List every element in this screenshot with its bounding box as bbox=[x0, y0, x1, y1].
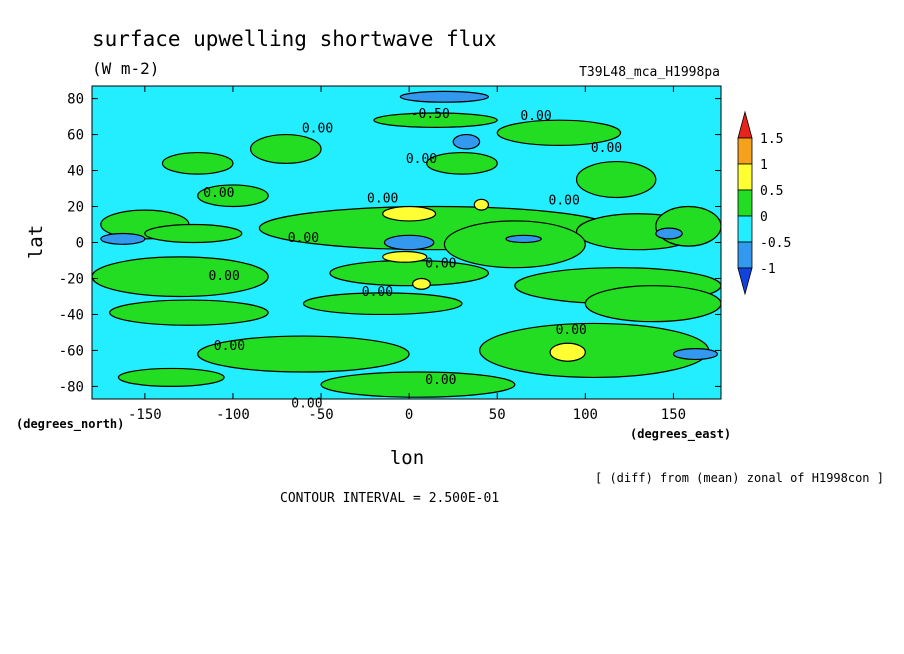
contour-label-13: 0.00 bbox=[556, 323, 587, 338]
x-axis-units: (degrees_east) bbox=[630, 427, 731, 442]
x-tick-label: 100 bbox=[573, 407, 598, 423]
contour-label-2: -0.50 bbox=[411, 107, 450, 122]
contour-region-17 bbox=[373, 112, 498, 128]
contour-region-27 bbox=[549, 342, 586, 362]
contour-label-6: 0.00 bbox=[203, 186, 234, 201]
contour-region-14 bbox=[479, 322, 710, 379]
contour-label-10: 0.00 bbox=[425, 256, 456, 271]
contour-region-18 bbox=[496, 119, 622, 146]
y-axis-units: (degrees_north) bbox=[16, 417, 124, 432]
contour-region-29 bbox=[383, 234, 435, 251]
contour-region-6 bbox=[92, 256, 269, 298]
contour-region-21 bbox=[161, 151, 234, 175]
contour-label-11: 0.00 bbox=[208, 269, 239, 284]
colorbar-segment bbox=[737, 215, 753, 243]
contour-label-15: 0.00 bbox=[425, 373, 456, 388]
contour-region-13 bbox=[197, 335, 410, 373]
contour-label-5: 0.00 bbox=[406, 152, 437, 167]
contour-region-35 bbox=[655, 227, 683, 240]
contour-label-8: 0.00 bbox=[549, 193, 580, 208]
colorbar-label: 0 bbox=[760, 210, 768, 225]
contour-region-7 bbox=[329, 259, 490, 287]
contour-labels: 0.00 -0.50 0.00 0.00 0.00 0.00 0.00 0.00 0.00 0.0… bbox=[203, 107, 622, 412]
contour-region-26 bbox=[473, 198, 490, 211]
colorbar-segment bbox=[737, 189, 753, 217]
contour-region-15 bbox=[117, 367, 225, 388]
y-tick-label: -60 bbox=[59, 343, 84, 359]
y-tick-label: 0 bbox=[76, 236, 84, 252]
contour-region-2 bbox=[144, 223, 243, 244]
y-tick-label: -20 bbox=[59, 271, 84, 287]
contour-region-24 bbox=[382, 205, 437, 222]
colorbar-segment bbox=[737, 163, 753, 191]
contour-region-25 bbox=[382, 250, 428, 263]
contour-region-11 bbox=[302, 292, 463, 316]
colorbar-label: -1 bbox=[760, 262, 776, 277]
contour-fill-regions bbox=[92, 90, 721, 398]
colorbar-segment bbox=[737, 137, 753, 165]
chart-units: (W m-2) bbox=[92, 59, 159, 78]
contour-region-28 bbox=[412, 277, 431, 290]
contour-interval: CONTOUR INTERVAL = 2.500E-01 bbox=[280, 491, 499, 506]
x-tick-label: -100 bbox=[216, 407, 250, 423]
contour-region-23 bbox=[197, 184, 269, 208]
contour-region-30 bbox=[399, 90, 490, 103]
contour-region-20 bbox=[249, 133, 322, 164]
contour-label-16: 0.00 bbox=[291, 397, 322, 412]
contour-label-9: 0.00 bbox=[288, 231, 319, 246]
contour-region-22 bbox=[426, 151, 498, 175]
colorbar-label: 1.5 bbox=[760, 132, 783, 147]
colorbar-cap-top bbox=[737, 110, 753, 139]
contour-region-31 bbox=[452, 133, 481, 150]
axes: -150 -100 -50 0 50 100 150 80 60 40 20 0 -20 -40 -60 -8… bbox=[59, 86, 721, 423]
colorbar-label: 0.5 bbox=[760, 184, 783, 199]
contour-region-34 bbox=[672, 348, 719, 361]
x-tick-label: 150 bbox=[661, 407, 686, 423]
y-tick-label: -80 bbox=[59, 379, 84, 395]
y-tick-label: 20 bbox=[67, 200, 84, 216]
colorbar-cap-bottom bbox=[737, 267, 753, 296]
x-tick-label: 50 bbox=[489, 407, 506, 423]
contour-label-4: 0.00 bbox=[591, 141, 622, 156]
x-axis-title: lon bbox=[390, 447, 424, 469]
x-tick-label: 0 bbox=[405, 407, 413, 423]
contour-region-33 bbox=[505, 234, 542, 244]
colorbar: 1.5 1 0.5 0 -0.5 -1 bbox=[737, 110, 791, 296]
contour-label-3: 0.00 bbox=[520, 109, 551, 124]
difference-note: [ (diff) from (mean) zonal of H1998con ] bbox=[595, 471, 884, 485]
contour-region-9 bbox=[443, 220, 586, 269]
y-tick-label: 80 bbox=[67, 92, 84, 108]
run-label: T39L48_mca_H1998pa bbox=[579, 65, 720, 80]
y-tick-label: -40 bbox=[59, 307, 84, 323]
contour-region-10 bbox=[109, 299, 269, 326]
contour-region-5 bbox=[655, 205, 721, 247]
y-axis-title: lat bbox=[25, 225, 47, 259]
y-tick-label: 40 bbox=[67, 164, 84, 180]
contour-region-32 bbox=[100, 232, 146, 245]
colorbar-label: 1 bbox=[760, 158, 768, 173]
contour-label-1: 0.00 bbox=[302, 121, 333, 136]
contour-region-12 bbox=[584, 285, 721, 323]
contour-region-19 bbox=[575, 160, 657, 199]
contour-label-7: 0.00 bbox=[367, 192, 398, 207]
y-tick-label: 60 bbox=[67, 128, 84, 144]
chart-title: surface upwelling shortwave flux bbox=[92, 27, 497, 51]
colorbar-segment bbox=[737, 241, 753, 269]
x-tick-label: -50 bbox=[308, 407, 333, 423]
colorbar-label: -0.5 bbox=[760, 236, 791, 251]
contour-label-12: 0.00 bbox=[362, 285, 393, 300]
contour-label-14: 0.00 bbox=[214, 339, 245, 354]
contour-region-16 bbox=[320, 371, 516, 398]
x-tick-label: -150 bbox=[128, 407, 162, 423]
